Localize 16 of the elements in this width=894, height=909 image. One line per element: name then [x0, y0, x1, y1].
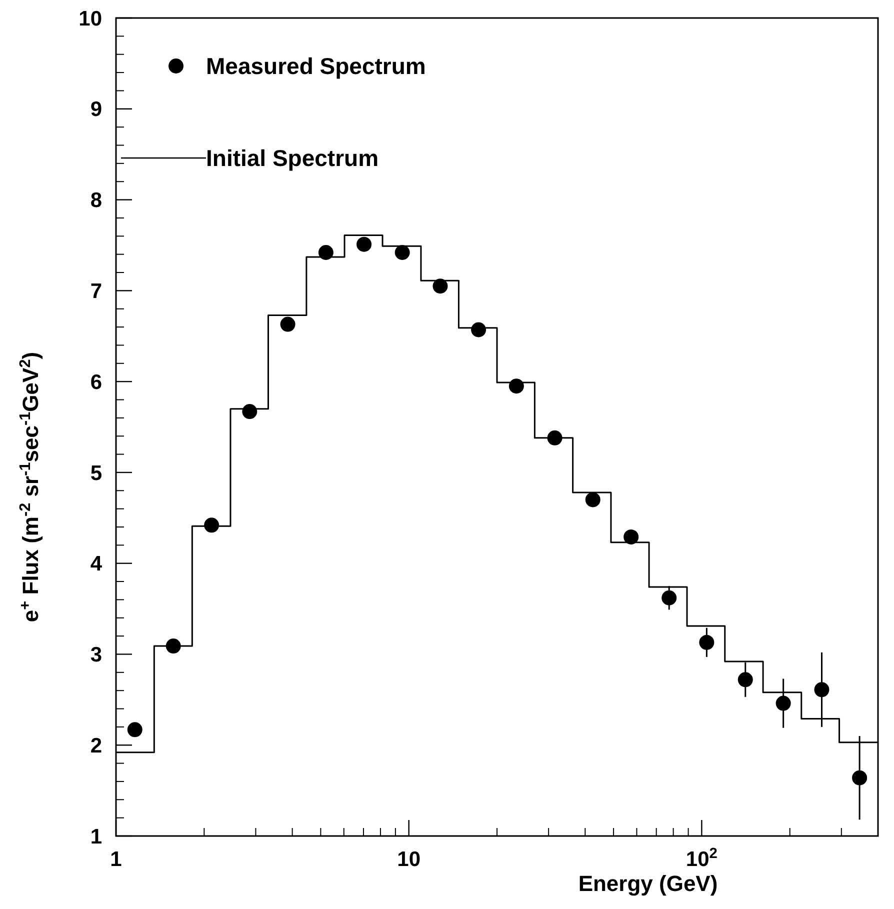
x-tick-label: 10	[397, 848, 421, 871]
y-tick-label: 9	[90, 98, 102, 122]
y-tick-label: 4	[90, 552, 102, 576]
x-axis-title: Energy (GeV)	[578, 871, 718, 896]
y-tick-label: 3	[90, 644, 102, 667]
y-tick-label: 8	[90, 189, 102, 212]
x-tick-label: 10$^{2}$	[686, 846, 718, 871]
x-tick-label: 1	[110, 848, 122, 871]
y-tick-label: 2	[90, 734, 102, 758]
y-tick-label: 1	[90, 825, 102, 848]
y-tick-label: 7	[90, 280, 102, 304]
y-tick-label: 10	[78, 7, 102, 30]
legend-label: Measured Spectrum	[206, 53, 426, 80]
y-tick-label: 6	[90, 370, 102, 394]
y-tick-label: 5	[90, 462, 102, 485]
legend-label: Initial Spectrum	[206, 145, 379, 172]
